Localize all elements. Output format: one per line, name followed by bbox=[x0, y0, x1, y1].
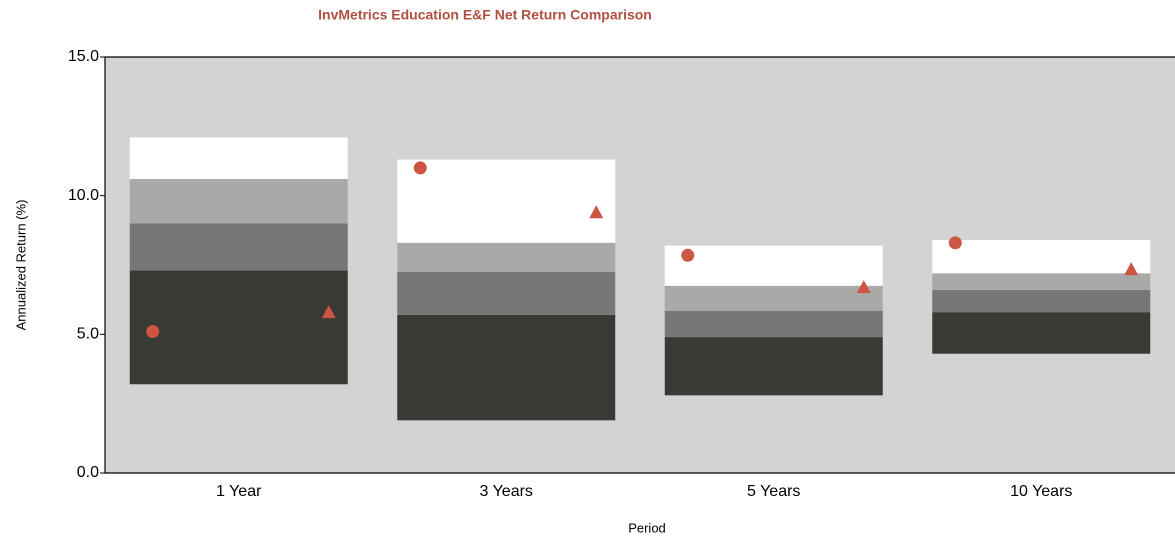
x-tick-label: 5 Years bbox=[747, 483, 800, 500]
x-tick-label: 10 Years bbox=[1010, 483, 1072, 500]
x-tick-label: 1 Year bbox=[216, 483, 262, 500]
range-segment bbox=[129, 223, 348, 271]
range-segment bbox=[664, 245, 883, 286]
circle-marker bbox=[146, 325, 160, 339]
y-tick-label: 15.0 bbox=[68, 48, 99, 65]
circle-marker bbox=[681, 248, 695, 262]
range-segment bbox=[664, 310, 883, 338]
range-segment bbox=[664, 337, 883, 396]
x-tick-label: 3 Years bbox=[480, 483, 533, 500]
range-segment bbox=[932, 240, 1151, 274]
range-segment bbox=[397, 242, 616, 272]
triangle-marker bbox=[589, 205, 604, 219]
range-segment bbox=[932, 273, 1151, 290]
y-tick-label: 10.0 bbox=[68, 187, 99, 204]
range-segment bbox=[129, 179, 348, 224]
y-tick-label: 0.0 bbox=[77, 464, 99, 481]
range-segment bbox=[397, 159, 616, 243]
triangle-marker bbox=[856, 280, 871, 294]
triangle-marker bbox=[1124, 262, 1139, 276]
range-segment bbox=[397, 314, 616, 421]
axis-frame bbox=[104, 56, 1175, 474]
x-axis-label: Period bbox=[628, 520, 666, 535]
range-segment bbox=[932, 289, 1151, 313]
circle-marker bbox=[948, 236, 962, 250]
range-segment bbox=[129, 137, 348, 180]
y-tick-label: 5.0 bbox=[77, 326, 99, 343]
range-segment bbox=[932, 312, 1151, 354]
range-segment bbox=[397, 271, 616, 315]
y-axis-label: Annualized Return (%) bbox=[13, 200, 28, 331]
triangle-marker bbox=[321, 305, 336, 319]
circle-marker bbox=[413, 161, 427, 175]
range-segment bbox=[664, 285, 883, 311]
chart-title: InvMetrics Education E&F Net Return Comp… bbox=[318, 7, 652, 23]
range-segment bbox=[129, 270, 348, 385]
